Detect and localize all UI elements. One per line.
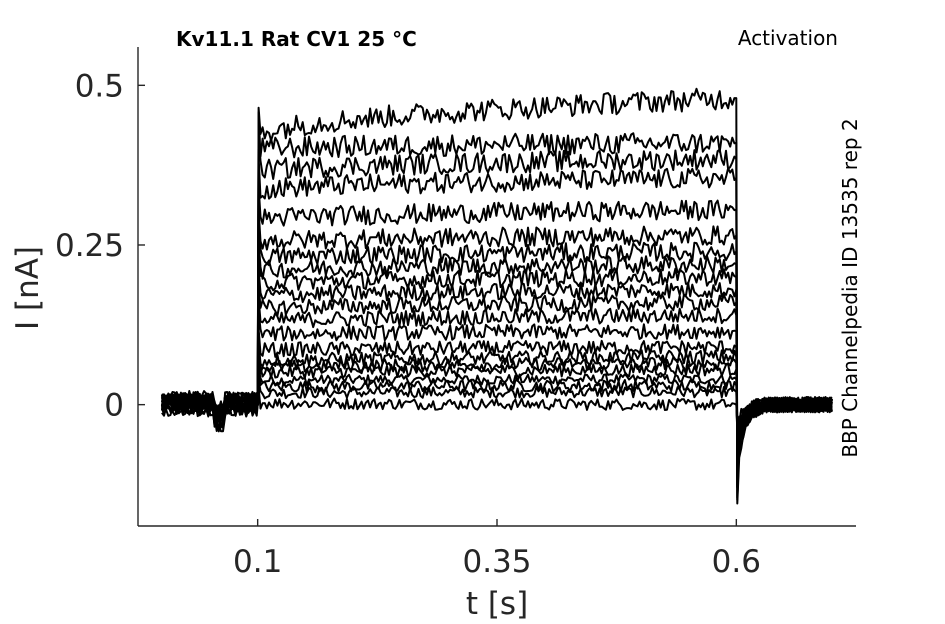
chart-title: Kv11.1 Rat CV1 25 °C (176, 27, 417, 51)
x-tick-label: 0.1 (233, 544, 282, 580)
current-trace (161, 87, 833, 505)
current-trace (160, 240, 833, 470)
y-tick-group: 0 0.25 0.5 (55, 68, 145, 424)
current-trace (161, 339, 833, 448)
current-trace (161, 111, 833, 501)
current-trace (161, 378, 833, 431)
y-tick-label: 0.5 (75, 68, 124, 104)
current-trace (160, 254, 833, 468)
x-tick-group: 0.1 0.35 0.6 (233, 519, 761, 580)
current-trace (161, 386, 833, 427)
y-tick-label: 0 (104, 388, 124, 424)
current-trace (160, 369, 833, 441)
current-trace (160, 268, 833, 467)
current-trace (160, 185, 833, 489)
x-axis-label: t [s] (466, 586, 528, 622)
trace-group (160, 87, 833, 505)
x-tick-label: 0.6 (712, 544, 761, 580)
x-tick-label: 0.35 (462, 544, 531, 580)
current-trace (161, 353, 833, 445)
current-trace (160, 155, 833, 488)
current-trace (160, 208, 833, 489)
source-note: BBP Channelpedia ID 13535 rep 2 (838, 118, 862, 457)
current-trace (160, 226, 833, 480)
current-trace (160, 327, 833, 454)
current-trace (160, 310, 833, 456)
current-trace (161, 282, 833, 463)
current-trace (161, 296, 833, 462)
protocol-label: Activation (738, 26, 838, 50)
current-trace (160, 347, 833, 450)
y-tick-label: 0.25 (55, 228, 124, 264)
y-axis-label: I [nA] (10, 246, 46, 330)
current-trace (161, 134, 833, 499)
